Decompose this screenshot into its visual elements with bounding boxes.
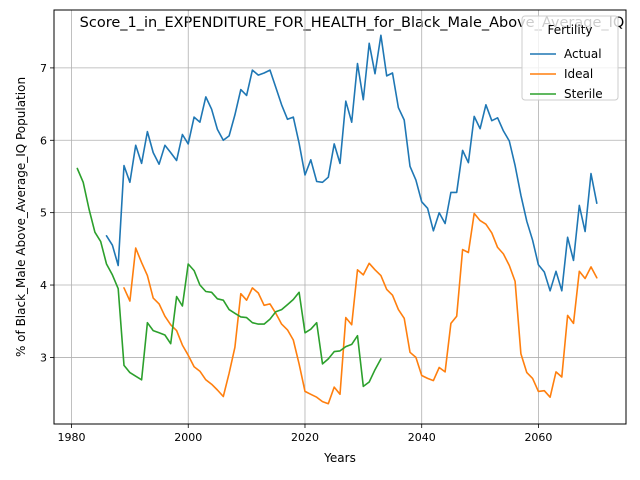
series-line-ideal xyxy=(124,213,597,403)
legend-label: Sterile xyxy=(564,87,603,101)
x-tick-label: 2040 xyxy=(408,431,436,444)
series-line-sterile xyxy=(77,169,381,387)
series-lines xyxy=(77,35,597,403)
x-axis-ticks: 1980 2000 2020 2040 2060 xyxy=(58,424,553,444)
y-tick-label: 5 xyxy=(40,207,47,220)
y-axis-label: % of Black_Male Above_Average_IQ Populat… xyxy=(14,77,28,357)
y-tick-label: 3 xyxy=(40,351,47,364)
y-axis-ticks: 3 4 5 6 7 xyxy=(40,62,54,365)
legend-label: Actual xyxy=(564,47,602,61)
y-tick-label: 6 xyxy=(40,134,47,147)
y-tick-label: 7 xyxy=(40,62,47,75)
legend: Fertility Actual Ideal Sterile xyxy=(522,16,618,101)
y-tick-label: 4 xyxy=(40,279,47,292)
x-tick-label: 2060 xyxy=(524,431,552,444)
x-tick-label: 2020 xyxy=(291,431,319,444)
x-tick-label: 1980 xyxy=(58,431,86,444)
x-axis-label: Years xyxy=(323,451,356,465)
legend-title: Fertility xyxy=(547,23,592,37)
x-tick-label: 2000 xyxy=(174,431,202,444)
legend-label: Ideal xyxy=(564,67,593,81)
